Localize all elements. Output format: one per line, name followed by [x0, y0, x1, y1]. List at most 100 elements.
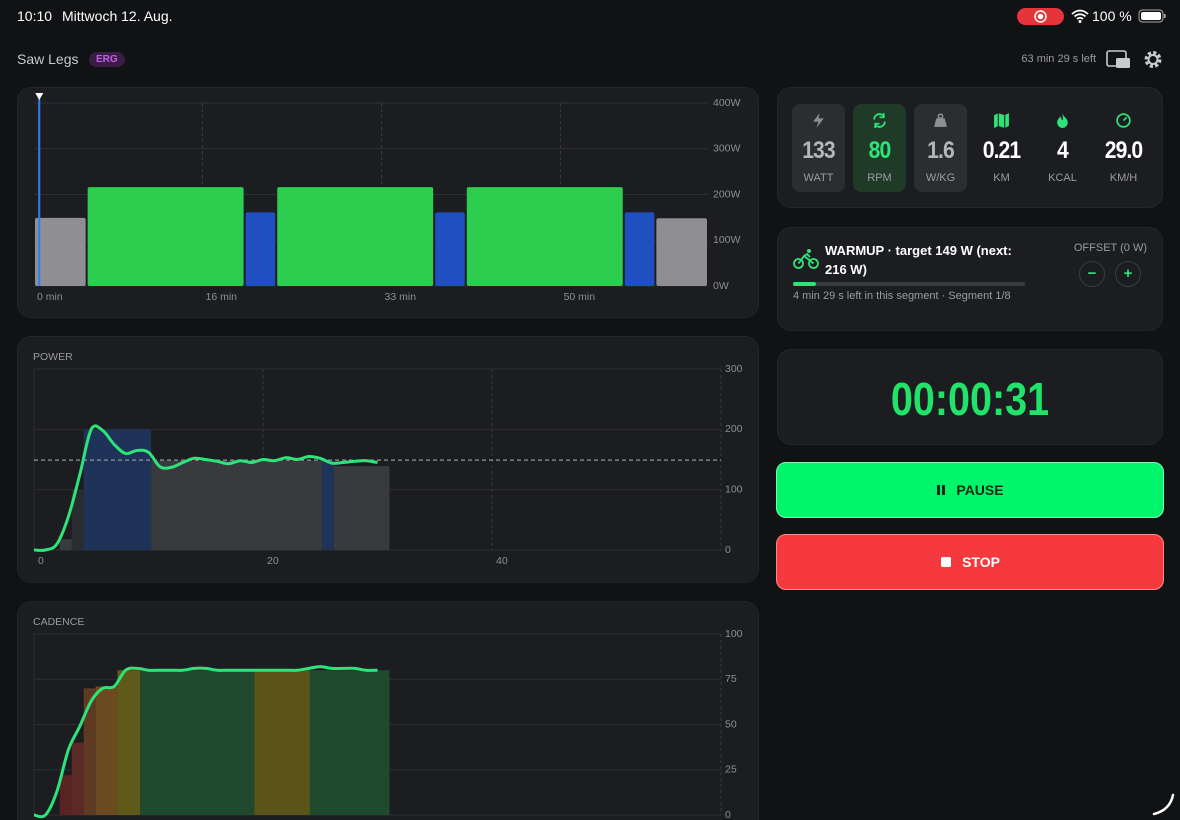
- metric-tile: 133 WATT: [792, 104, 845, 192]
- time-left: 63 min 29 s left: [1021, 53, 1096, 65]
- y-tick-label: 300: [725, 363, 743, 375]
- screen-icon-inner[interactable]: [1116, 58, 1130, 68]
- position-pointer: [35, 93, 44, 100]
- y-tick-label: 100: [725, 628, 743, 640]
- workout-segment: [277, 187, 434, 286]
- wifi-icon: [1071, 9, 1089, 20]
- timer: 00:00:31: [890, 373, 1050, 425]
- zone-bar: [95, 686, 118, 815]
- y-tick-label: 200W: [713, 188, 741, 200]
- speed-icon: [1116, 113, 1131, 128]
- x-tick-label: 0 min: [37, 291, 63, 303]
- y-tick-label: 75: [725, 673, 737, 685]
- y-tick-label: 0: [725, 809, 731, 820]
- map-icon: [994, 113, 1009, 128]
- record-dot: [1037, 13, 1044, 20]
- y-tick-label: 0: [725, 544, 731, 556]
- x-tick-label: 33 min: [385, 291, 417, 303]
- chart-title: CADENCE: [33, 616, 84, 628]
- y-tick-label: 300W: [713, 143, 741, 155]
- flame-icon: [1057, 113, 1068, 128]
- metric-tile: 4 KCAL: [1036, 104, 1089, 192]
- data-line: [33, 665, 378, 819]
- wifi-dot: [1078, 20, 1082, 23]
- metric-label: KM: [993, 172, 1010, 184]
- pause-icon[interactable]: [936, 484, 946, 496]
- weight-icon: [934, 113, 947, 127]
- workout-card: 0W 100W 200W 300W 400W 0 min 16 min 33 min 50 mi…: [17, 87, 759, 318]
- offset-minus[interactable]: −: [1079, 261, 1105, 287]
- metric-label: W/KG: [925, 172, 956, 184]
- zone-bar: [71, 742, 84, 815]
- offset-label: OFFSET (0 W): [1073, 242, 1147, 254]
- stop-label[interactable]: STOP: [962, 554, 1000, 570]
- metric-value: 29.0: [1104, 137, 1143, 164]
- metric-tile: 0.21 KM: [975, 104, 1028, 192]
- metric-value: 4: [1057, 137, 1069, 164]
- x-tick-label: 16 min: [206, 291, 238, 303]
- bike-icon: [793, 249, 819, 269]
- metric-label: RPM: [867, 172, 892, 184]
- segment-progress-track: [793, 282, 1025, 286]
- offset-plus[interactable]: +: [1115, 261, 1141, 287]
- workout-chart: 0W 100W 200W 300W 400W 0 min 16 min 33 min 50 mi…: [34, 93, 741, 303]
- workout-segment: [435, 212, 465, 286]
- segment-card: WARMUP · target 149 W (next: 216 W) 4 mi…: [777, 227, 1163, 331]
- metrics-card: 133 WATT 80 RPM 1.6 W/KG 0.21 KM 4 KCAL …: [777, 87, 1163, 208]
- stop-icon[interactable]: [940, 556, 952, 568]
- cadence-card: CADENCE 0 25 50 75 100: [17, 601, 759, 820]
- zone-bar: [83, 688, 96, 815]
- stop-button[interactable]: STOP: [776, 534, 1164, 590]
- metric-value: 0.21: [982, 137, 1021, 164]
- gear-ring[interactable]: [1147, 54, 1159, 65]
- metric-label: KM/H: [1109, 172, 1138, 184]
- cadence-chart: CADENCE 0 25 50 75 100: [33, 616, 743, 820]
- battery-tip: [1164, 14, 1166, 18]
- y-tick-label: 0W: [713, 280, 729, 292]
- workout-segment: [245, 212, 276, 286]
- zone-bar: [151, 460, 322, 550]
- battery-level: [1141, 12, 1161, 20]
- status-icons: [1017, 8, 1166, 25]
- watt-icon: [813, 113, 824, 128]
- metric-label: KCAL: [1048, 172, 1077, 184]
- zone-bar: [321, 460, 334, 550]
- gear-icon[interactable]: [1144, 51, 1162, 68]
- zone-bar: [254, 670, 310, 815]
- y-tick-label: 100: [725, 483, 743, 495]
- workout-segment: [624, 212, 655, 286]
- metric-label: WATT: [803, 172, 834, 184]
- battery-text: 100 %: [1092, 8, 1132, 24]
- data-line: [33, 424, 378, 552]
- status-date: Mittwoch 12. Aug.: [62, 8, 173, 24]
- y-tick-label: 100W: [713, 234, 741, 246]
- metric-value: 80: [868, 137, 892, 164]
- zone-bar: [117, 670, 141, 815]
- workout-segment: [466, 187, 623, 286]
- power-card: POWER 0 100 200 300 0 20 40: [17, 336, 759, 583]
- x-tick-label: 40: [496, 555, 508, 567]
- workout-segment: [656, 218, 707, 286]
- segment-progress: [793, 282, 817, 286]
- metric-value: 133: [802, 137, 835, 164]
- pause-button[interactable]: PAUSE: [776, 462, 1164, 518]
- metric-tile: 80 RPM: [853, 104, 906, 192]
- status-time: 10:10: [17, 8, 53, 24]
- mode-badge: ERG: [89, 52, 125, 67]
- timer-card: 00:00:31: [777, 349, 1163, 445]
- y-tick-label: 50: [725, 718, 737, 730]
- x-tick-label: 20: [267, 555, 279, 567]
- rpm-icon: [873, 113, 886, 128]
- zone-bar: [59, 775, 72, 815]
- metric-tile: 1.6 W/KG: [914, 104, 967, 192]
- metric-value: 1.6: [927, 137, 955, 164]
- zone-bar: [71, 489, 84, 550]
- header-icons[interactable]: [1104, 48, 1168, 72]
- pause-label[interactable]: PAUSE: [956, 482, 1004, 498]
- resize-handle[interactable]: [1150, 790, 1178, 818]
- workout-segment: [87, 187, 244, 286]
- y-tick-label: 25: [725, 764, 737, 776]
- y-tick-label: 400W: [713, 97, 741, 109]
- zone-bar: [59, 539, 72, 550]
